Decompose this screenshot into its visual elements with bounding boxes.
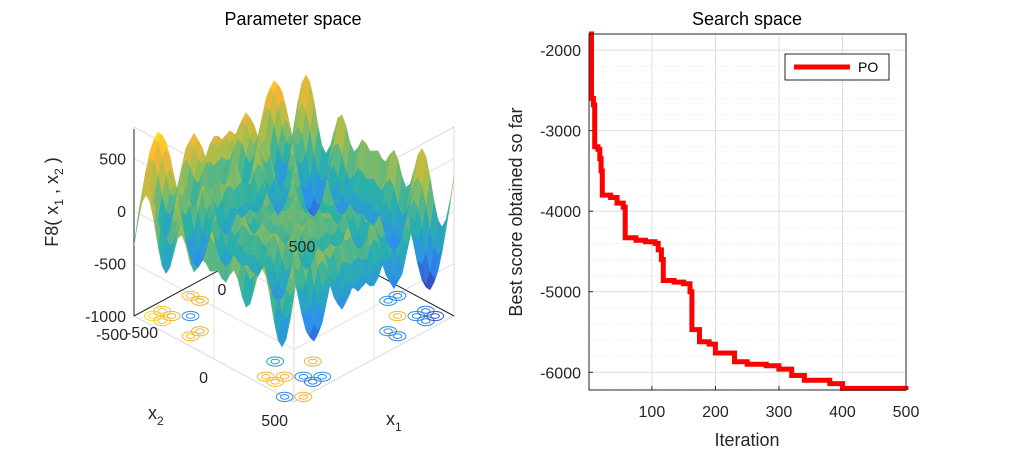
surface-plot-title: Parameter space: [224, 9, 361, 29]
floor-contour: [275, 391, 294, 402]
x-tick-label: 400: [829, 404, 856, 421]
floor-contour: [303, 356, 322, 367]
y-tick-label: -2000: [540, 43, 581, 60]
floor-contour: [185, 333, 196, 340]
floor-contour: [392, 293, 403, 299]
floor-contour: [185, 313, 196, 319]
floor-contour: [143, 310, 162, 322]
x-tick-label: 500: [893, 404, 920, 421]
floor-contour: [157, 308, 167, 314]
x1-axis-label: x1: [386, 409, 402, 434]
y-tick-label: -6000: [540, 365, 581, 382]
floor-contour: [308, 358, 318, 365]
x-tick-label: 300: [766, 404, 793, 421]
surface-patch: [289, 101, 299, 154]
y-tick-label: -4000: [540, 204, 581, 221]
floor-contour: [430, 313, 440, 319]
floor-contour: [388, 290, 407, 301]
floor-contour: [383, 328, 393, 335]
score-axis-label: Best score obtained so far: [506, 107, 526, 316]
floor-contour: [153, 316, 172, 327]
floor-contour: [191, 326, 209, 337]
floor-contour: [261, 373, 271, 380]
floor-contour: [294, 371, 313, 382]
z-tick-label: -500: [94, 257, 126, 274]
floor-contour: [392, 313, 403, 319]
wall-gridline: [133, 263, 455, 351]
floor-contour: [162, 310, 181, 322]
floor-contour: [191, 295, 209, 306]
y-tick-label: -5000: [540, 285, 581, 302]
floor-contour: [416, 305, 435, 316]
floor-contour: [279, 373, 290, 380]
z-tick-label: -1000: [85, 309, 126, 326]
floor-contour: [298, 394, 309, 400]
convergence-series: [589, 31, 909, 391]
floor-contour: [411, 313, 422, 319]
floor-contour: [166, 313, 177, 319]
floor-contour: [270, 358, 280, 365]
floor-contour: [426, 310, 445, 322]
surface-plot: Parameter space 5000-500-1000-5000500500…: [42, 9, 455, 434]
floor-contour: [181, 310, 200, 322]
convergence-plot-title: Search space: [692, 9, 802, 29]
floor-contour: [298, 373, 309, 380]
floor-contour: [148, 313, 158, 319]
floor-contour: [392, 333, 403, 340]
floor-contour: [157, 318, 167, 324]
floor-contour: [185, 293, 196, 299]
x2-axis-label: x2: [148, 403, 164, 428]
convergence-axes-box: [588, 33, 907, 391]
floor-contour: [266, 376, 285, 387]
floor-contour: [256, 371, 275, 382]
floor-contour: [416, 316, 435, 327]
floor-contour: [407, 310, 426, 322]
floor-contour: [388, 331, 407, 342]
x-tick-label: 100: [639, 404, 666, 421]
floor-contour: [279, 394, 290, 400]
floor-contour: [195, 328, 205, 335]
floor-contour: [266, 356, 285, 367]
x1-tick-label: -500: [126, 325, 158, 342]
z-tick-label: 500: [99, 152, 126, 169]
floor-contour: [153, 305, 172, 316]
x2-tick-label: 0: [199, 370, 208, 387]
floor-contour: [383, 298, 393, 304]
x2-tick-label: 500: [261, 413, 288, 430]
x1-tick-label: 0: [218, 282, 227, 299]
x1-tick-label: 500: [289, 239, 316, 256]
floor-contour: [275, 371, 294, 382]
floor-contour: [270, 379, 280, 385]
legend-label-po: PO: [858, 59, 878, 75]
floor-contour: [317, 373, 327, 380]
x-tick-label: 200: [702, 404, 729, 421]
convergence-plot: Search space -2000 -3000 -4000 -5000 -6000 10…: [506, 9, 919, 450]
iteration-axis-label: Iteration: [714, 430, 779, 450]
x2-tick-label: -500: [96, 327, 128, 344]
floor-contour: [313, 371, 332, 382]
series-line-po: [589, 31, 909, 391]
y-tick-label: -3000: [540, 124, 581, 141]
z-tick-label: 0: [117, 204, 126, 221]
z-axis-label: F8( x1 , x2 ): [42, 157, 66, 246]
floor-contour: [388, 310, 407, 322]
floor-contour: [294, 391, 313, 402]
floor-contour: [421, 318, 431, 324]
surface-mesh: [133, 74, 455, 348]
convergence-grid: [589, 33, 907, 390]
legend: PO: [784, 53, 890, 81]
floor-contour: [308, 379, 318, 385]
convergence-tick-labels: -2000 -3000 -4000 -5000 -6000 100 200 300 400 500: [540, 43, 919, 421]
floor-contour: [303, 376, 322, 387]
floor-contour: [421, 308, 431, 314]
floor-contour: [195, 298, 205, 304]
